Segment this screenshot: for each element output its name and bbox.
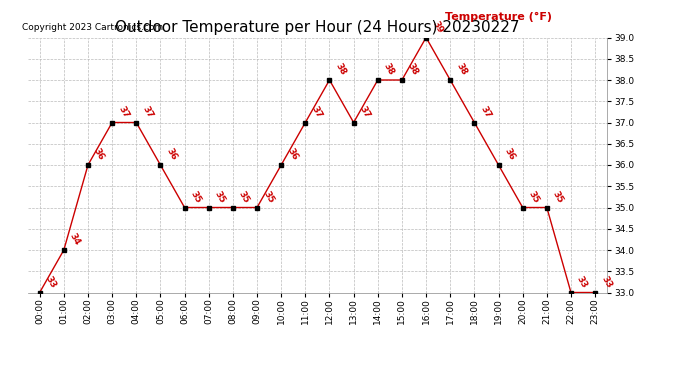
Text: Copyright 2023 Cartronics.com: Copyright 2023 Cartronics.com (22, 23, 163, 32)
Text: 33: 33 (575, 274, 589, 290)
Text: 36: 36 (92, 147, 106, 162)
Text: 35: 35 (262, 189, 275, 205)
Text: 37: 37 (141, 104, 155, 120)
Text: Temperature (°F): Temperature (°F) (445, 12, 552, 22)
Text: 37: 37 (358, 104, 372, 120)
Text: 37: 37 (117, 104, 130, 120)
Text: 35: 35 (551, 189, 565, 205)
Text: 36: 36 (165, 147, 179, 162)
Text: 36: 36 (503, 147, 517, 162)
Text: 38: 38 (406, 62, 420, 77)
Text: 34: 34 (68, 232, 82, 247)
Text: 35: 35 (189, 189, 203, 205)
Text: 37: 37 (310, 104, 324, 120)
Text: 38: 38 (455, 62, 469, 77)
Text: 35: 35 (237, 189, 251, 205)
Text: 35: 35 (213, 189, 227, 205)
Title: Outdoor Temperature per Hour (24 Hours) 20230227: Outdoor Temperature per Hour (24 Hours) … (115, 20, 520, 35)
Text: 38: 38 (382, 62, 396, 77)
Text: 35: 35 (527, 189, 541, 205)
Text: 37: 37 (479, 104, 493, 120)
Text: 33: 33 (44, 274, 58, 290)
Text: 33: 33 (600, 274, 613, 290)
Text: 38: 38 (334, 62, 348, 77)
Text: 36: 36 (286, 147, 299, 162)
Text: 39: 39 (431, 19, 444, 35)
